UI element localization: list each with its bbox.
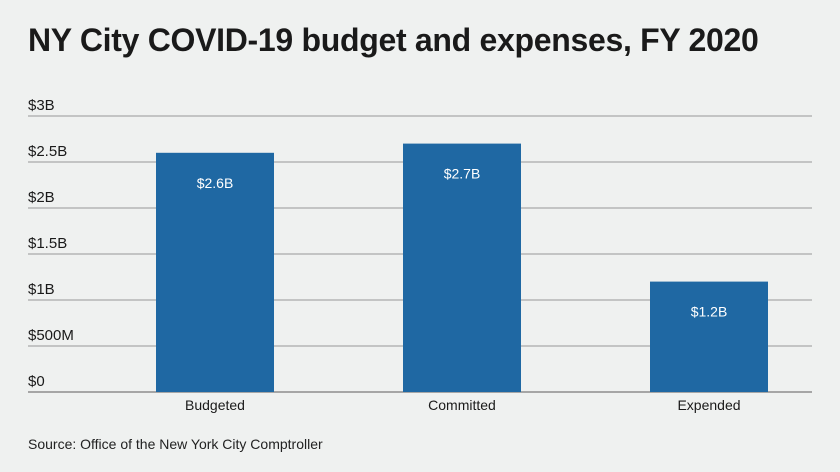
y-tick-label: $2B <box>28 189 55 206</box>
data-label: $2.7B <box>444 166 481 182</box>
x-tick-label: Budgeted <box>185 397 245 413</box>
bar <box>650 281 768 392</box>
data-label: $2.6B <box>197 175 234 191</box>
x-tick-label: Expended <box>677 397 740 413</box>
source-note: Source: Office of the New York City Comp… <box>28 436 323 452</box>
y-tick-label: $3B <box>28 97 55 114</box>
bar <box>156 152 274 392</box>
y-tick-label: $1B <box>28 281 55 298</box>
x-axis-ticks: Budgeted Committed Expended <box>185 397 741 413</box>
bars: $2.6B $2.7B $1.2B <box>156 143 768 392</box>
data-label: $1.2B <box>691 304 728 320</box>
y-tick-label: $0 <box>28 373 45 390</box>
x-tick-label: Committed <box>428 397 496 413</box>
y-tick-label: $500M <box>28 327 74 344</box>
y-axis-ticks: $0 $500M $1B $1.5B $2B $2.5B $3B <box>28 97 74 390</box>
bar <box>403 143 521 392</box>
y-tick-label: $2.5B <box>28 143 67 160</box>
y-tick-label: $1.5B <box>28 235 67 252</box>
chart-title: NY City COVID-19 budget and expenses, FY… <box>28 22 759 58</box>
